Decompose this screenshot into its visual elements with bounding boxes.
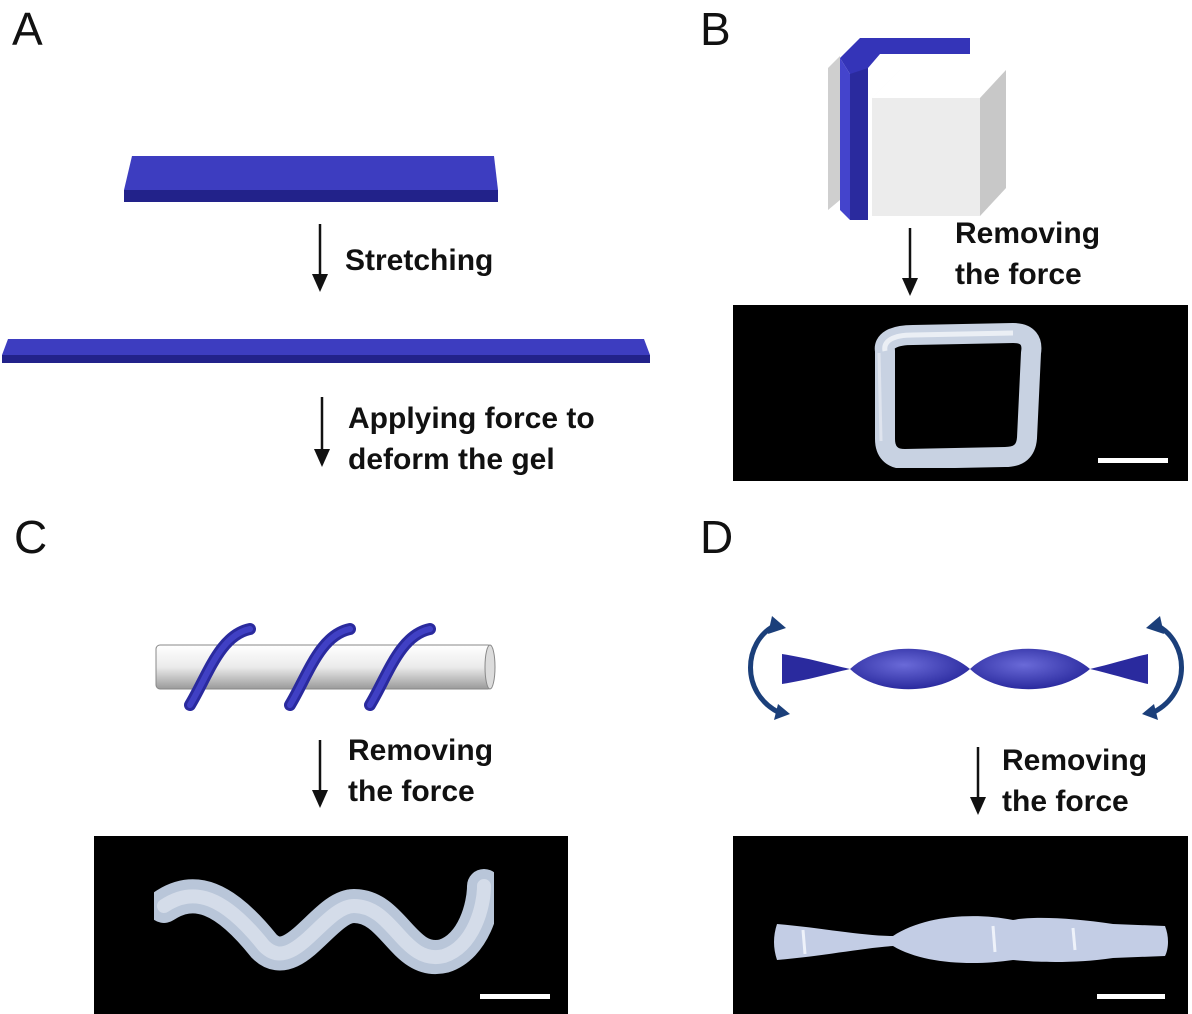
panel-b-caption-line1: Removing [955, 217, 1101, 250]
scale-bar [1097, 994, 1165, 999]
panel-c-caption-line2: the force [348, 775, 475, 808]
panel-d-caption-line1: Removing [1002, 744, 1148, 777]
square-gel-photo [874, 323, 1042, 468]
scale-bar [480, 994, 550, 999]
gel-strip-stretched [2, 339, 650, 363]
panel-d-photo [733, 836, 1188, 1014]
stretching-caption: Stretching [345, 240, 493, 281]
panel-d-caption-line2: the force [1002, 785, 1129, 818]
gel-wrapped-cube-diagram [828, 38, 1006, 220]
helical-gel-photo [154, 869, 494, 975]
panel-b-label: B [700, 3, 731, 55]
panel-b-caption-line2: the force [955, 258, 1082, 291]
scale-bar [1098, 458, 1168, 463]
applying-force-line2: deform the gel [348, 443, 555, 476]
panel-d-caption: Removing the force [1002, 740, 1147, 822]
applying-force-caption: Applying force to deform the gel [348, 398, 595, 480]
gel-helix-on-rod-diagram [155, 623, 496, 711]
panel-c-caption: Removing the force [348, 730, 493, 812]
panel-c-photo [94, 836, 568, 1014]
panel-b-caption: Removing the force [955, 213, 1100, 295]
panel-c-label: C [14, 511, 48, 563]
panel-b-photo [733, 305, 1188, 481]
applying-force-line1: Applying force to [348, 402, 595, 435]
arrow-down-icon [312, 224, 328, 292]
panel-d-label: D [700, 511, 734, 563]
arrow-down-icon [314, 397, 330, 467]
panel-c-caption-line1: Removing [348, 734, 494, 767]
stretching-text: Stretching [345, 244, 494, 277]
gel-strip-unstretched [124, 156, 498, 202]
arrow-down-icon [970, 747, 986, 815]
arrow-down-icon [312, 740, 328, 808]
twisted-gel-photo [774, 916, 1168, 964]
arrow-down-icon [902, 228, 918, 296]
twisted-gel-diagram [748, 616, 1184, 720]
panel-a-label: A [12, 3, 43, 55]
